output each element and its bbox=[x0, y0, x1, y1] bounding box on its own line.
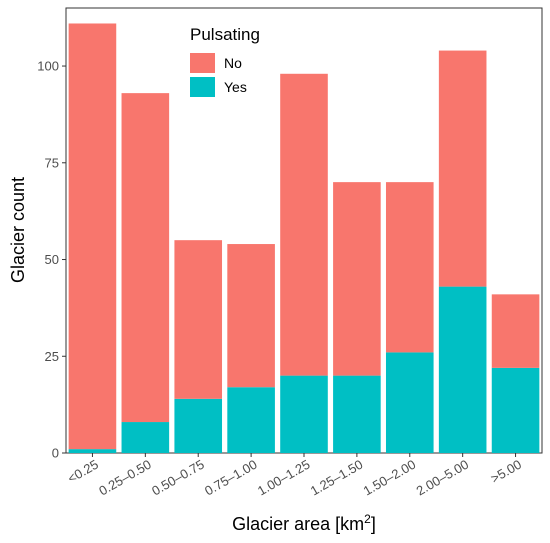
bar-yes-6 bbox=[385, 352, 434, 453]
y-tick-label: 50 bbox=[45, 252, 59, 267]
legend-title: Pulsating bbox=[190, 25, 260, 44]
y-tick-label: 25 bbox=[45, 349, 59, 364]
x-tick-label: 1.25–1.50 bbox=[308, 457, 366, 499]
x-axis-title: Glacier area [km2] bbox=[232, 512, 376, 534]
x-axis-title-main: Glacier area [km bbox=[232, 514, 364, 534]
bar-yes-7 bbox=[438, 286, 487, 453]
legend-label-no: No bbox=[224, 55, 242, 71]
bars-group bbox=[68, 23, 540, 453]
bar-yes-1 bbox=[121, 422, 170, 453]
legend-key-no bbox=[190, 53, 215, 73]
bar-no-5 bbox=[333, 182, 381, 376]
x-tick-label: 2.00–5.00 bbox=[414, 457, 472, 499]
y-tick-label: 100 bbox=[37, 59, 59, 74]
bar-no-1 bbox=[121, 93, 170, 423]
y-axis: 0 25 50 75 100 bbox=[37, 59, 66, 461]
bar-no-6 bbox=[385, 182, 434, 353]
legend-label-yes: Yes bbox=[224, 79, 247, 95]
x-axis-title-suffix: ] bbox=[371, 514, 376, 534]
x-tick-label: >5.00 bbox=[488, 457, 524, 486]
bar-no-7 bbox=[438, 50, 487, 287]
legend: Pulsating No Yes bbox=[190, 25, 260, 97]
bar-no-3 bbox=[227, 244, 275, 388]
bar-no-0 bbox=[68, 23, 117, 450]
legend-key-yes bbox=[190, 77, 215, 97]
x-axis: <0.250.25–0.500.50–0.750.75–1.001.00–1.2… bbox=[65, 453, 524, 499]
x-tick-label: 1.00–1.25 bbox=[255, 457, 313, 499]
y-axis-title: Glacier count bbox=[8, 177, 28, 283]
bar-yes-4 bbox=[280, 375, 328, 453]
x-tick-label: 0.50–0.75 bbox=[149, 457, 207, 499]
y-tick-label: 75 bbox=[45, 155, 59, 170]
y-tick-label: 0 bbox=[52, 446, 59, 461]
x-tick-label: <0.25 bbox=[65, 457, 101, 486]
x-tick-label: 0.25–0.50 bbox=[96, 457, 154, 499]
bar-yes-8 bbox=[491, 367, 540, 453]
bar-yes-0 bbox=[68, 449, 117, 453]
bar-no-2 bbox=[174, 240, 223, 399]
x-tick-label: 1.50–2.00 bbox=[361, 457, 419, 499]
bar-no-4 bbox=[280, 73, 328, 376]
bar-yes-2 bbox=[174, 398, 223, 453]
x-tick-label: 0.75–1.00 bbox=[202, 457, 260, 499]
bar-yes-3 bbox=[227, 387, 275, 453]
x-axis-title-superscript: 2 bbox=[364, 512, 371, 526]
bar-yes-5 bbox=[333, 375, 381, 453]
bar-no-8 bbox=[491, 294, 540, 368]
